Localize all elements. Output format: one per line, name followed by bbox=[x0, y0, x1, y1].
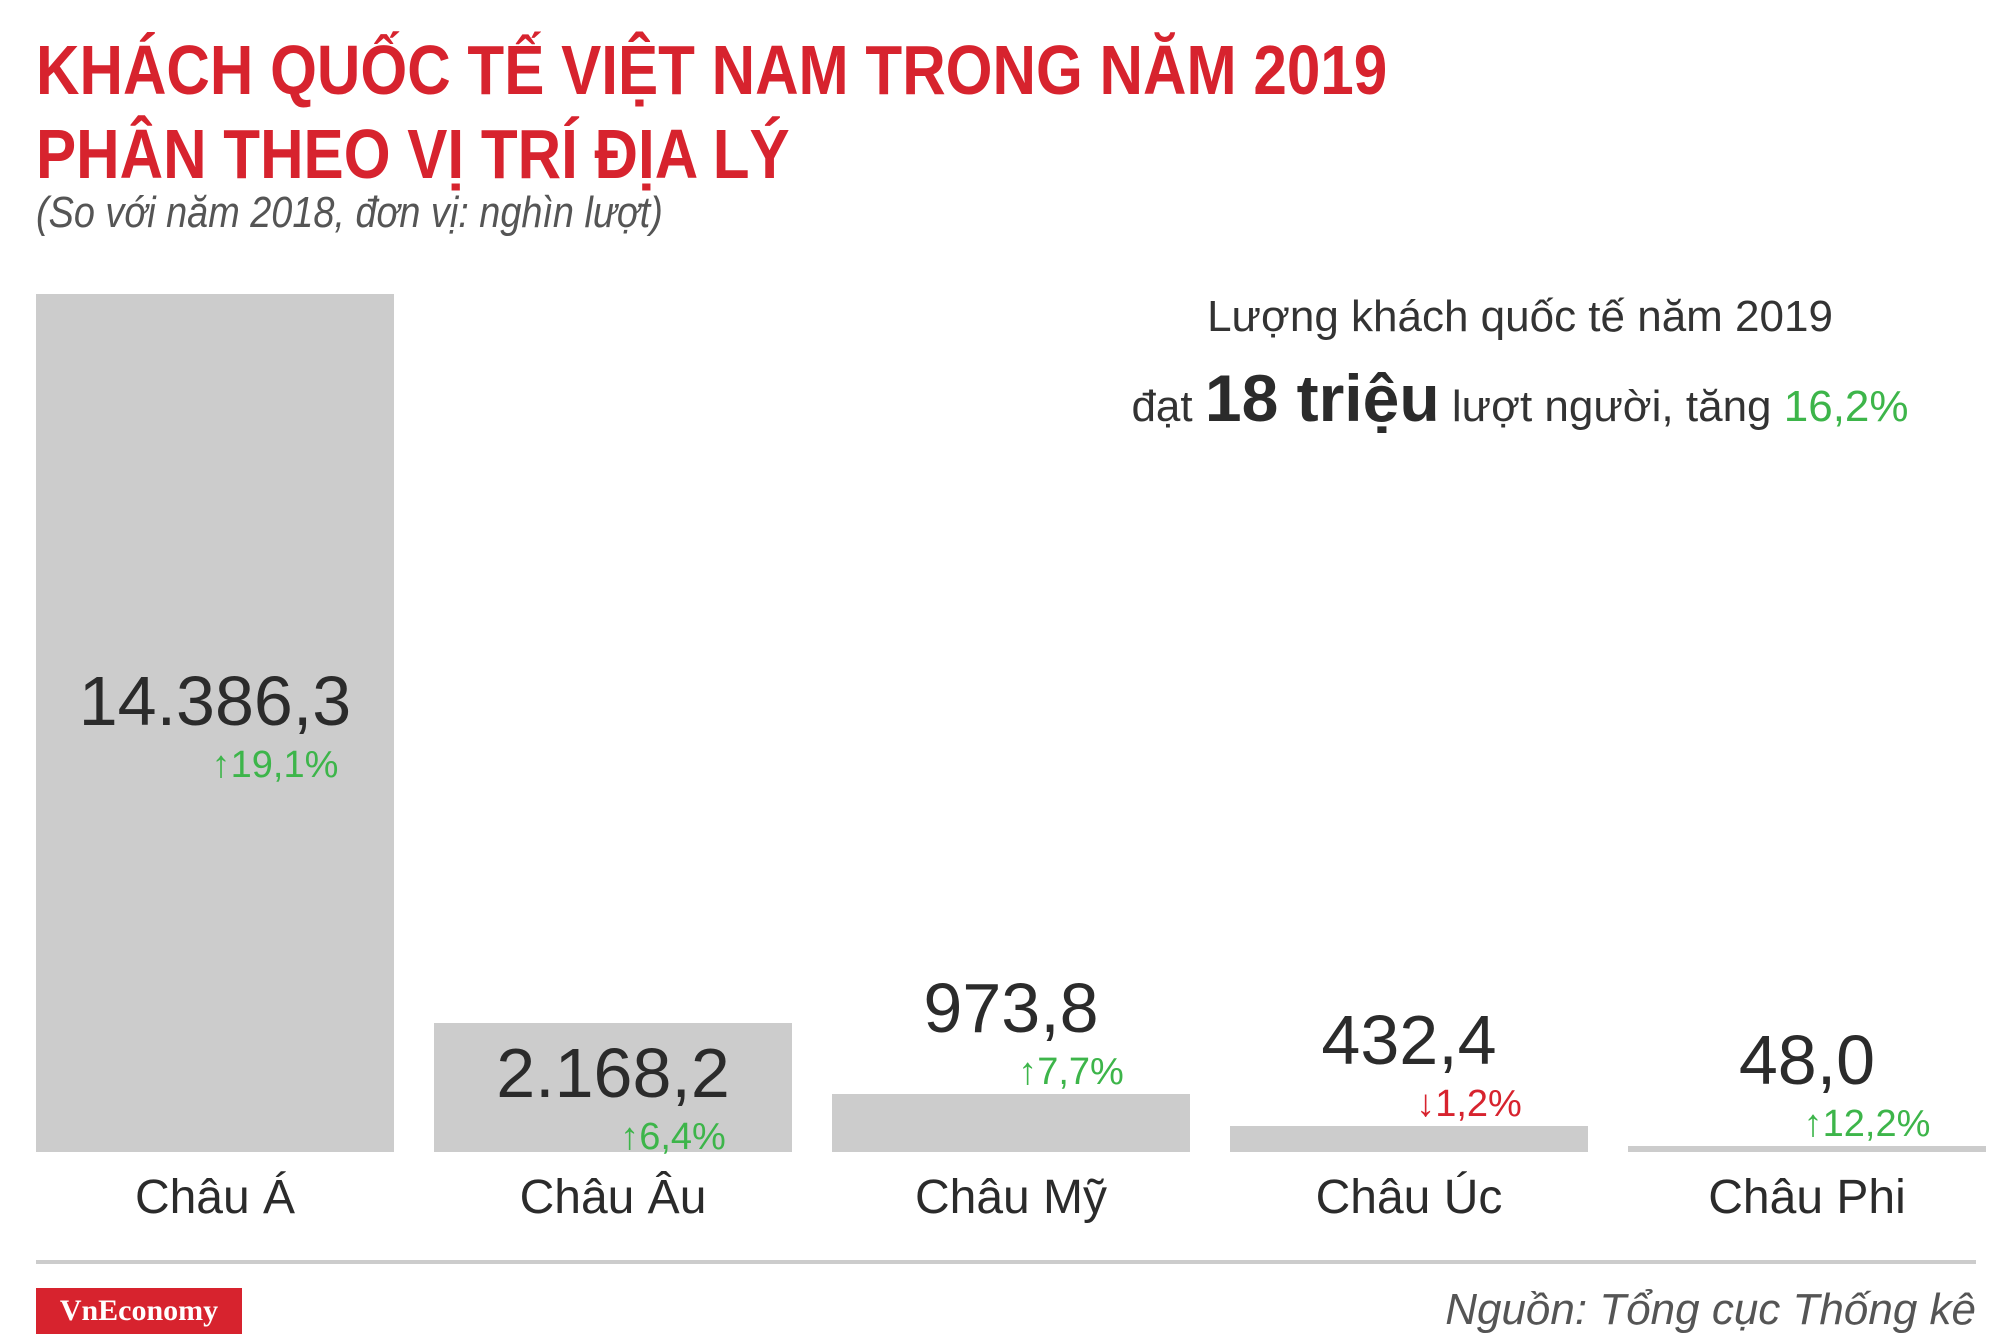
chart-subtitle: (So với năm 2018, đơn vị: nghìn lượt) bbox=[36, 188, 663, 237]
arrow-up-icon: ↑ bbox=[1018, 1050, 1038, 1093]
change-label-5: ↑12,2% bbox=[1687, 1102, 2000, 1146]
change-label-3: ↑7,7% bbox=[891, 1050, 1251, 1094]
title-line-1: KHÁCH QUỐC TẾ VIỆT NAM TRONG NĂM 2019 bbox=[36, 31, 1388, 109]
change-value: 19,1% bbox=[230, 743, 339, 786]
summary-line-1: Lượng khách quốc tế năm 2019 bbox=[1207, 292, 1833, 341]
summary-growth: 16,2% bbox=[1783, 382, 1909, 431]
category-label-5: Châu Phi bbox=[1708, 1171, 1906, 1224]
bar-4 bbox=[1230, 1126, 1588, 1152]
source-note: Nguồn: Tổng cục Thống kê bbox=[1445, 1285, 1976, 1334]
value-label-3: 973,8 bbox=[923, 968, 1099, 1047]
category-label-2: Châu Âu bbox=[519, 1171, 707, 1224]
vneconomy-logo: VnEconomy bbox=[36, 1288, 242, 1334]
change-label-2: ↑6,4% bbox=[493, 1115, 853, 1159]
summary-line-2: đạt 18 triệu lượt người, tăng 16,2% bbox=[1100, 360, 1940, 436]
change-value: 7,7% bbox=[1037, 1050, 1124, 1093]
bar-3 bbox=[832, 1093, 1190, 1152]
summary-middle: lượt người, tăng bbox=[1451, 382, 1772, 431]
change-label-1: ↑19,1% bbox=[95, 743, 455, 787]
category-label-4: Châu Úc bbox=[1315, 1171, 1503, 1224]
footer-divider bbox=[36, 1260, 1976, 1264]
change-label-4: ↓1,2% bbox=[1289, 1082, 1649, 1126]
value-label-5: 48,0 bbox=[1738, 1021, 1876, 1099]
bar-5 bbox=[1628, 1146, 1986, 1152]
category-label-1: Châu Á bbox=[134, 1171, 296, 1224]
bar-chart: 14.386,3 ↑19,1% Châu Á 2.168,2 ↑6,4% Châu Âu 9… bbox=[36, 294, 2000, 1224]
bar-1 bbox=[36, 294, 394, 1152]
value-label-4: 432,4 bbox=[1321, 1001, 1497, 1080]
value-label-1: 14.386,3 bbox=[78, 661, 352, 740]
arrow-up-icon: ↑ bbox=[620, 1115, 640, 1158]
summary-total: 18 triệu bbox=[1204, 361, 1440, 435]
summary-prefix: đạt bbox=[1131, 382, 1193, 431]
title-line-2: PHÂN THEO VỊ TRÍ ĐỊA LÝ bbox=[36, 115, 790, 193]
value-label-2: 2.168,2 bbox=[496, 1033, 730, 1112]
page-title: KHÁCH QUỐC TẾ VIỆT NAM TRONG NĂM 2019 PH… bbox=[36, 28, 1387, 196]
category-label-3: Châu Mỹ bbox=[914, 1171, 1108, 1224]
change-value: 6,4% bbox=[639, 1115, 726, 1158]
arrow-up-icon: ↑ bbox=[211, 743, 231, 786]
change-value: 12,2% bbox=[1822, 1103, 1931, 1145]
arrow-up-icon: ↑ bbox=[1803, 1103, 1823, 1145]
change-value: 1,2% bbox=[1435, 1083, 1522, 1126]
arrow-down-icon: ↓ bbox=[1416, 1083, 1436, 1126]
bar-2 bbox=[434, 1022, 792, 1152]
